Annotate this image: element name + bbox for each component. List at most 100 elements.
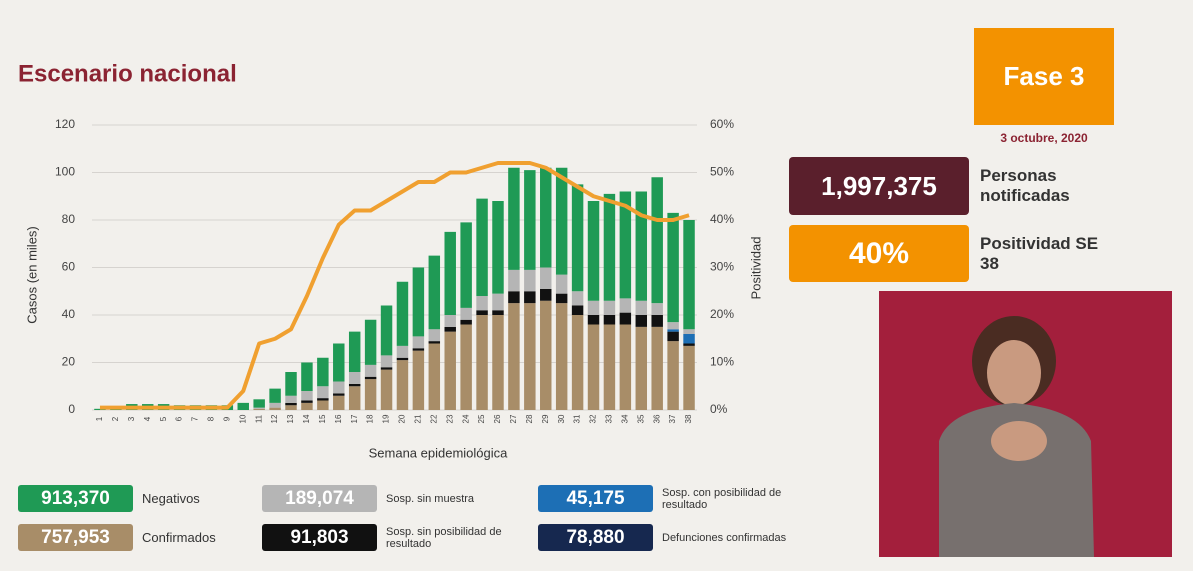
legend-total: 45,175 [538,485,653,512]
legend-label: Negativos [142,491,200,506]
bar-segment [492,315,504,410]
bar-segment [412,267,425,337]
bar-segment [301,402,313,410]
bar-segment [476,296,488,311]
legend-label: Defunciones confirmadas [662,531,787,544]
bar-segment [683,345,695,410]
bar-segment [603,300,616,315]
bar-segment [667,212,679,323]
x-axis-title: Semana epidemiológica [369,445,509,460]
bar-segment [380,305,393,356]
bar-segment [253,407,265,409]
bar-segment [476,198,488,296]
y2-tick-label: 50% [710,165,734,179]
x-tick-label: 32 [589,414,598,423]
y2-tick-label: 20% [710,307,734,321]
bar-segment [428,255,441,330]
x-tick-label: 8 [207,416,216,421]
bar-segment [333,343,345,382]
y-tick-label: 100 [55,165,75,179]
bar-segment [508,303,520,410]
legend-total: 78,880 [538,524,653,551]
bar-segment [635,191,648,301]
bar-segment [460,324,472,410]
x-tick-label: 33 [605,414,614,423]
bar-segment [460,222,472,308]
x-tick-label: 20 [398,414,407,423]
x-tick-label: 26 [493,414,502,423]
bar-segment [603,193,616,301]
bar-segment [492,293,504,311]
bar-segment [269,388,281,403]
x-tick-label: 3 [127,416,136,421]
bar-segment [651,303,663,315]
y2-tick-label: 30% [710,260,734,274]
notified-value: 1,997,375 [789,157,969,215]
bar-segment [237,402,249,410]
bar-segment [524,303,536,410]
x-tick-label: 10 [238,414,247,423]
bar-segment [555,303,568,410]
bar-segment [348,372,361,384]
bar-segment [635,326,648,410]
bar-segment [667,329,679,332]
x-tick-label: 36 [652,414,661,423]
bar-segment [651,177,663,304]
bar-segment [540,300,552,410]
positivity-value: 40% [789,225,969,282]
x-tick-label: 14 [302,414,311,423]
x-tick-label: 29 [541,414,550,423]
positivity-line [99,161,690,410]
x-tick-label: 38 [684,414,693,423]
bar-segment [364,319,377,365]
bar-segment [460,307,472,320]
x-tick-label: 12 [270,414,279,423]
bar-segment [571,291,584,306]
x-tick-label: 13 [286,414,295,423]
bar-segment [428,343,441,410]
x-tick-label: 6 [175,416,184,421]
bar-segment [301,391,313,401]
legend-label: Sosp. con posibilidad de resultado [662,486,782,511]
bar-segment [333,395,345,410]
bar-segment [683,329,695,334]
bar-segment [444,231,456,315]
bar-segment [603,315,616,325]
bar-segment [603,324,616,410]
bar-segment [317,398,329,401]
legend-label: Sosp. sin muestra [386,492,475,505]
bar-segment [412,336,425,349]
bar-segment [508,291,520,304]
bar-segment [667,341,679,410]
bar-segment [587,201,600,301]
y2-tick-label: 60% [710,117,734,131]
bar-segment [317,400,329,410]
bar-segment [683,220,695,330]
y2-tick-label: 0% [710,402,728,416]
bar-segment [285,402,297,406]
bar-segment [524,291,536,304]
y-tick-label: 80 [62,212,76,226]
bar-segment [619,298,632,313]
x-tick-label: 23 [445,414,454,423]
bar-segment [253,408,265,410]
bar-segment [444,315,456,327]
x-tick-label: 18 [366,414,375,423]
bar-segment [348,383,361,387]
x-tick-label: 11 [254,414,263,423]
bar-segment [444,326,456,332]
chart: Escenario nacional Semana epidemiológica… [18,60,763,460]
bar-segment [508,167,520,270]
bar-segment [492,310,504,315]
bar-segment [333,381,345,394]
bar-segment [524,269,536,292]
bar-segment [412,348,425,351]
legend-label: Sosp. sin posibilidad de resultado [386,525,502,550]
x-tick-label: 24 [461,414,470,423]
bar-segment [476,315,488,410]
y-tick-label: 0 [68,402,75,416]
bar-segment [524,170,536,270]
bar-segment [571,184,584,292]
x-tick-label: 5 [159,416,168,421]
